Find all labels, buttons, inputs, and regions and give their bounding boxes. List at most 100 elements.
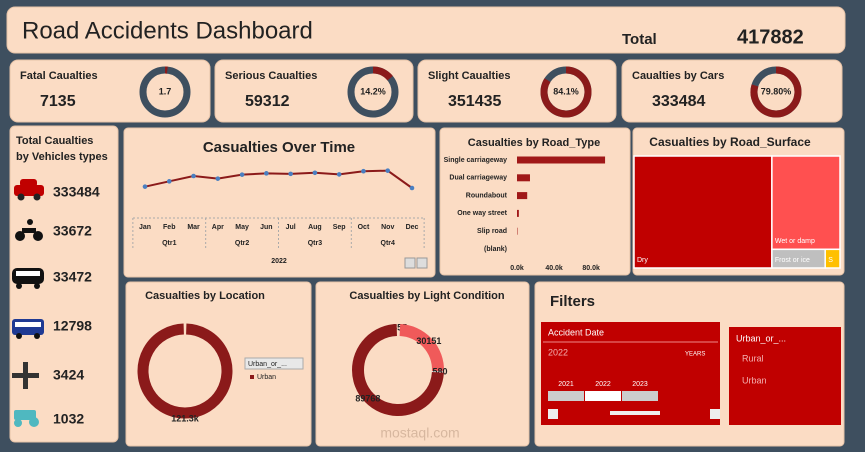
tractor-icon — [14, 410, 39, 427]
kpi-label: Serious Caualties — [225, 70, 317, 82]
kpi-ring — [540, 66, 592, 118]
chart-title: Casualties by Road_Surface — [649, 135, 811, 149]
data-label: 580 — [432, 366, 447, 376]
data-label: 89768 — [355, 394, 380, 404]
x-tick-label: Oct — [358, 224, 370, 231]
treemap-label: Dry — [637, 257, 648, 264]
line-marker — [385, 168, 391, 173]
bar — [517, 192, 528, 200]
header-panel — [6, 6, 846, 54]
year-bar[interactable] — [585, 391, 621, 401]
scroll-thumb[interactable] — [610, 411, 660, 415]
group-label: Qtr1 — [162, 240, 177, 247]
data-label: 355 — [392, 322, 407, 332]
line-marker — [191, 173, 196, 179]
road-type-panel — [439, 127, 631, 276]
slicer-level: YEARS — [685, 352, 705, 358]
bar — [517, 156, 606, 164]
total-label: Total — [622, 31, 657, 48]
year-option: 2022 — [595, 381, 611, 388]
line-panel — [123, 127, 436, 278]
kpi-share: 84.1% — [553, 86, 579, 96]
slicer-item[interactable]: Urban — [742, 375, 767, 385]
line-marker — [336, 172, 342, 177]
y-tick-label: (blank) — [484, 246, 507, 253]
kpi-share: 14.2% — [360, 86, 386, 96]
legend-swatch — [250, 375, 254, 379]
x-tick-label: May — [235, 224, 249, 231]
kpi-panel — [9, 59, 211, 123]
bar — [517, 174, 530, 182]
chart-title: Casualties by Road_Type — [468, 137, 600, 149]
vehicle-value: 333484 — [53, 184, 100, 200]
line-marker — [264, 171, 269, 176]
group-label: Qtr4 — [381, 240, 396, 247]
chart-title: Casualties by Location — [145, 290, 265, 302]
kpi-value: 351435 — [448, 93, 501, 110]
y-tick-label: One way street — [457, 210, 507, 217]
other-icon — [12, 362, 39, 389]
vehicle-value: 1032 — [53, 411, 84, 427]
date-slicer[interactable] — [541, 322, 720, 425]
y-tick-label: Single carriageway — [444, 157, 508, 164]
treemap-label: Wet or damp — [775, 238, 815, 245]
kpi-share: 1.7 — [159, 86, 172, 96]
vehicle-value: 3424 — [53, 367, 84, 383]
scroll-right[interactable] — [710, 409, 720, 419]
donut-segment — [352, 324, 444, 416]
year-bar[interactable] — [622, 391, 658, 401]
legend-title: Urban_or_... — [248, 361, 287, 368]
kpi-value: 59312 — [245, 93, 290, 110]
line-marker — [215, 176, 221, 181]
line — [144, 169, 413, 189]
x-tick-label: 0.0k — [510, 265, 524, 272]
y-tick-label: Dual carriageway — [449, 175, 507, 182]
slicer-item[interactable]: Rural — [742, 353, 764, 363]
bar — [517, 209, 519, 217]
kpi-ring — [750, 66, 802, 118]
kpi-value: 333484 — [652, 93, 705, 110]
slicer-selected: 2022 — [548, 347, 568, 357]
collapse-button[interactable] — [416, 257, 428, 269]
year-bar[interactable] — [548, 391, 584, 401]
line-marker — [239, 172, 245, 177]
line-marker — [409, 185, 415, 191]
area-slicer[interactable] — [729, 327, 841, 425]
legend-entry: Urban — [257, 374, 276, 381]
total-value: 417882 — [737, 26, 804, 48]
dashboard-title: Road Accidents Dashboard — [22, 17, 313, 44]
line-marker — [142, 184, 148, 189]
scroll-left[interactable] — [548, 409, 558, 419]
kpi-panel — [417, 59, 617, 123]
data-label: 121.3k — [171, 413, 200, 423]
filters-title: Filters — [550, 293, 595, 310]
vehicle-value: 33472 — [53, 269, 92, 285]
treemap-cell — [771, 155, 841, 251]
x-tick-label: Mar — [187, 224, 200, 231]
data-label: 30151 — [416, 336, 441, 346]
expand-button[interactable] — [404, 257, 416, 269]
x-tick-label: Feb — [163, 224, 175, 231]
kpi-share: 79.80% — [761, 86, 792, 96]
chart-title: Casualties Over Time — [203, 139, 355, 156]
vehicle-value: 33672 — [53, 223, 92, 239]
vehicles-panel — [9, 125, 119, 443]
x-tick-label: Nov — [381, 224, 394, 231]
bus-icon — [12, 319, 44, 339]
watermark: mostaql.com — [380, 425, 459, 441]
treemap-label: Frost or ice — [775, 257, 810, 264]
group-label: Qtr2 — [235, 240, 250, 247]
year-option: 2021 — [558, 381, 574, 388]
light-panel — [315, 281, 530, 447]
x-tick-label: Dec — [406, 224, 419, 231]
x-tick-label: Sep — [333, 224, 346, 231]
year-option: 2023 — [632, 381, 648, 388]
group-label: Qtr3 — [308, 240, 323, 247]
kpi-label: Slight Caualties — [428, 70, 511, 82]
x-tick-label: Jul — [286, 224, 296, 231]
treemap-label: S — [828, 257, 833, 264]
x-tick-label: 80.0k — [582, 265, 600, 272]
kpi-label: Caualties by Cars — [632, 70, 724, 82]
x-tick-label: Apr — [212, 224, 224, 231]
